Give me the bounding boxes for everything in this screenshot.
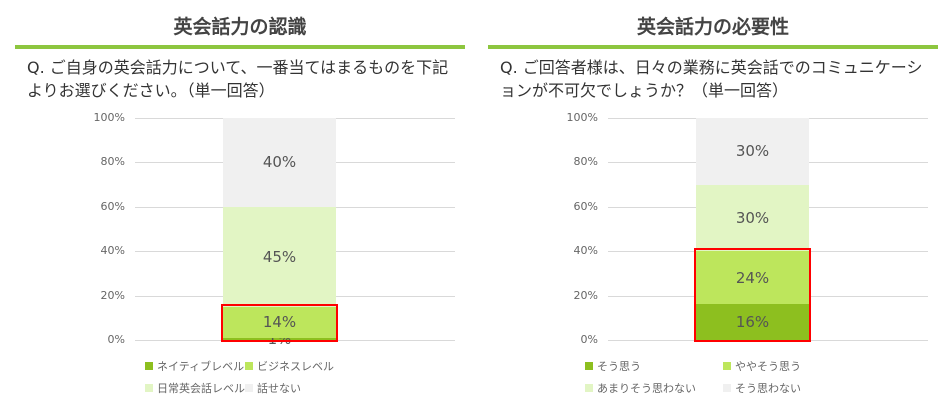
y-tick-label: 100% (566, 111, 598, 124)
legend-item: あまりそう思わない (585, 380, 696, 396)
chart-title: 英会話力の認識 (173, 16, 307, 38)
bar-segment-1 (223, 306, 336, 338)
bar-segment-1 (696, 251, 809, 305)
legend-item: 話せない (245, 380, 301, 396)
legend-item: ややそう思う (723, 358, 801, 374)
y-tick-label: 0% (580, 333, 598, 346)
data-label: 30% (735, 142, 770, 161)
title-underline (15, 45, 465, 49)
legend-item: ネイティブレベル (145, 358, 244, 374)
bar-segment-3 (696, 118, 809, 185)
legend-label: ビジネスレベル (257, 360, 334, 373)
legend-item: そう思う (585, 358, 641, 374)
legend-swatch (245, 362, 253, 370)
legend-item: そう思わない (723, 380, 801, 396)
highlight-box (694, 248, 811, 342)
highlight-box (221, 303, 338, 342)
bar-segment-0 (696, 304, 809, 340)
legend-label: ややそう思う (735, 360, 801, 373)
y-tick-label: 20% (100, 288, 125, 302)
legend-swatch (145, 362, 153, 370)
data-label: 24% (735, 268, 770, 287)
y-tick-label: 40% (100, 244, 125, 258)
y-tick-label: 80% (100, 155, 125, 169)
legend-label: ネイティブレベル (157, 360, 245, 373)
question-text: Q. ご自身の英会話力について、一番当てはまるものを下記よりお選びください。（単… (27, 58, 449, 100)
y-tick-label: 100% (93, 111, 125, 124)
legend-swatch (585, 362, 593, 370)
y-tick-label: 40% (573, 244, 598, 258)
chart-panel-necessity: 英会話力の必要性 Q. ご回答者様は、日々の業務に英会話でのコミュニケーションが… (488, 0, 938, 401)
legend-label: 話せない (257, 382, 301, 395)
y-tick-label: 60% (573, 199, 598, 213)
bar-segment-0 (223, 337, 336, 340)
legend-item: ビジネスレベル (245, 358, 334, 374)
data-label: 45% (262, 247, 297, 266)
legend-swatch (723, 384, 731, 392)
legend-item: 日常英会話レベル (145, 380, 245, 396)
y-tick-label: 80% (573, 155, 598, 169)
y-tick-label: 20% (573, 288, 598, 302)
legend-swatch (723, 362, 731, 370)
legend-label: 日常英会話レベル (157, 382, 245, 395)
legend-swatch (245, 384, 253, 392)
legend-swatch (585, 384, 593, 392)
bar-segment-2 (696, 184, 809, 252)
bar-segment-2 (223, 206, 336, 307)
legend-swatch (145, 384, 153, 392)
y-tick-label: 0% (107, 333, 125, 346)
chart-panel-recognition: 英会話力の認識 Q. ご自身の英会話力について、一番当てはまるものを下記よりお選… (15, 0, 465, 401)
bar-segment-3 (223, 118, 336, 207)
legend-label: そう思う (597, 360, 641, 373)
y-tick-label: 60% (100, 199, 125, 213)
data-label: 30% (735, 208, 770, 227)
question-text: Q. ご回答者様は、日々の業務に英会話でのコミュニケーションが不可欠でしょうか？… (500, 58, 923, 100)
data-label: 40% (262, 153, 297, 172)
legend-label: そう思わない (735, 382, 801, 395)
title-underline (488, 45, 938, 49)
legend-label: あまりそう思わない (597, 382, 696, 395)
data-label: 14% (262, 313, 297, 332)
chart-title: 英会話力の必要性 (636, 16, 789, 38)
data-label: 16% (735, 313, 770, 332)
